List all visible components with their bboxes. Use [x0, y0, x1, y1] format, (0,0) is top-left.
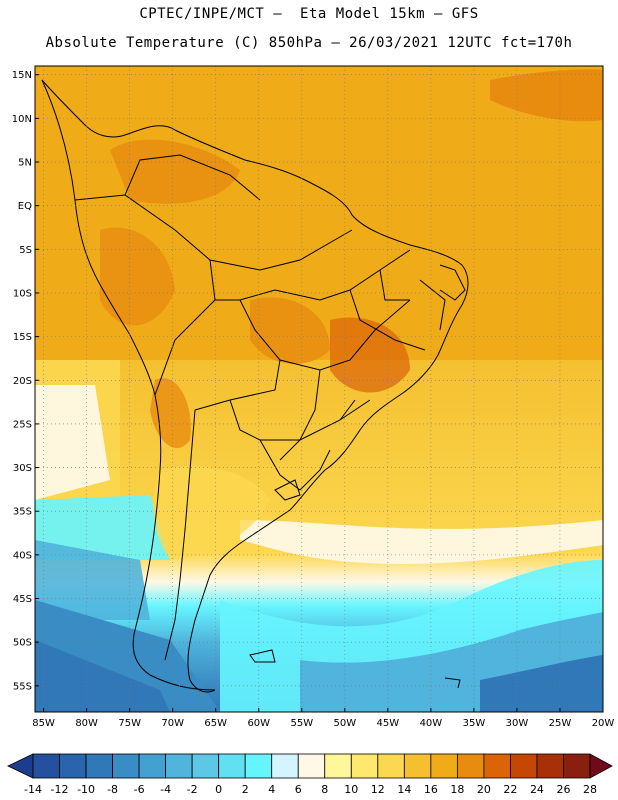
colorbar-tick-label: 10 — [344, 783, 358, 796]
colorbar-tick-label: 8 — [321, 783, 328, 796]
temperature-field — [35, 66, 603, 712]
lat-label: 15S — [13, 332, 32, 343]
colorbar-tick-label: 28 — [583, 783, 597, 796]
colorbar-swatch — [165, 753, 193, 779]
colorbar-tick-label: 20 — [477, 783, 491, 796]
lat-label: 5N — [18, 158, 32, 169]
colorbar-swatch — [403, 753, 432, 779]
colorbar-tick-label: -14 — [24, 783, 42, 796]
colorbar-tick-label: -8 — [107, 783, 118, 796]
colorbar-swatch — [430, 753, 458, 779]
gridlines — [35, 66, 603, 712]
lat-label: 5S — [19, 245, 32, 256]
colorbar-swatch — [112, 753, 140, 779]
colorbar-tick-label: 2 — [242, 783, 249, 796]
lat-label: 15N — [12, 70, 32, 81]
lon-label: 30W — [506, 718, 529, 729]
chart-title: CPTEC/INPE/MCT – Eta Model 15km – GFS — [139, 6, 479, 22]
colorbar-swatch — [483, 753, 511, 779]
lat-label: 10N — [12, 114, 32, 125]
colorbar-tick-label: 26 — [556, 783, 570, 796]
colorbar-arrow-low — [7, 753, 34, 779]
colorbar-tick-label: 12 — [371, 783, 385, 796]
colorbar-swatch — [138, 753, 167, 779]
latitude-axis: 15N 10N 5N EQ 5S 10S 15S 20S 25S 30S 35S 40S 45S 50S 5… — [12, 70, 39, 692]
longitude-axis: 85W 80W 75W 70W 65W 60W 55W 50W 45W 40W 35W 30W 25W 2… — [32, 708, 614, 729]
lon-label: 20W — [592, 718, 615, 729]
colorbar-tick-label: -4 — [160, 783, 171, 796]
colorbar-swatch — [59, 753, 87, 779]
lon-label: 50W — [334, 718, 357, 729]
plot-frame — [34, 65, 604, 713]
lat-label: 55S — [13, 681, 32, 692]
colorbar-swatch — [191, 753, 220, 779]
colorbar-swatch — [85, 753, 113, 779]
lon-label: 40W — [420, 718, 443, 729]
colorbar-swatch — [297, 753, 326, 779]
colorbar-swatch — [350, 753, 379, 779]
colorbar-tick-label: -6 — [134, 783, 145, 796]
lon-label: 70W — [161, 718, 184, 729]
colorbar-tick-label: 0 — [215, 783, 222, 796]
chart-subtitle: Absolute Temperature (C) 850hPa – 26/03/… — [45, 35, 573, 51]
colorbar-tick-label: 16 — [424, 783, 438, 796]
lat-label: 35S — [13, 507, 32, 518]
lat-label: 50S — [13, 638, 32, 649]
colorbar-swatch — [324, 753, 352, 779]
colorbar-swatch — [32, 753, 60, 779]
colorbar-arrow-high — [589, 753, 613, 779]
colorbar-swatch — [536, 753, 564, 779]
colorbar-tick-label: -10 — [77, 783, 95, 796]
lon-label: 85W — [32, 718, 55, 729]
colorbar-swatch — [510, 753, 538, 779]
colorbar-tick-label: 6 — [295, 783, 302, 796]
lon-label: 35W — [463, 718, 486, 729]
lat-label: 40S — [13, 550, 32, 561]
colorbar-tick-label: 14 — [397, 783, 411, 796]
lat-label: 30S — [13, 463, 32, 474]
lat-label: 45S — [13, 594, 32, 605]
colorbar-tick-label: 18 — [450, 783, 464, 796]
colorbar-tick-label: -12 — [51, 783, 69, 796]
lat-label: 10S — [13, 288, 32, 299]
lat-label: 20S — [13, 376, 32, 387]
lon-label: 75W — [118, 718, 141, 729]
coastline — [41, 79, 469, 693]
lon-label: 55W — [290, 718, 313, 729]
lon-label: 65W — [204, 718, 227, 729]
colorbar-tick-label: 4 — [268, 783, 275, 796]
lon-label: 80W — [75, 718, 98, 729]
colorbar-tick-label: -2 — [187, 783, 198, 796]
colorbar-tick-label: 22 — [503, 783, 517, 796]
lon-label: 60W — [247, 718, 270, 729]
lat-label: 25S — [13, 419, 32, 430]
colorbar-swatch — [377, 753, 405, 779]
colorbar: -14 -12 -10 -8 -6 -4 -2 0 2 4 6 8 10 12 14 16 18 20 22 24 26… — [7, 753, 613, 796]
colorbar-swatch — [218, 753, 246, 779]
colorbar-swatch — [271, 753, 299, 779]
colorbar-swatch — [563, 753, 591, 779]
lon-label: 25W — [549, 718, 572, 729]
colorbar-swatch — [456, 753, 485, 779]
colorbar-tick-label: 24 — [530, 783, 544, 796]
lon-label: 45W — [377, 718, 400, 729]
colorbar-swatch — [244, 753, 273, 779]
lat-label: EQ — [18, 201, 32, 212]
